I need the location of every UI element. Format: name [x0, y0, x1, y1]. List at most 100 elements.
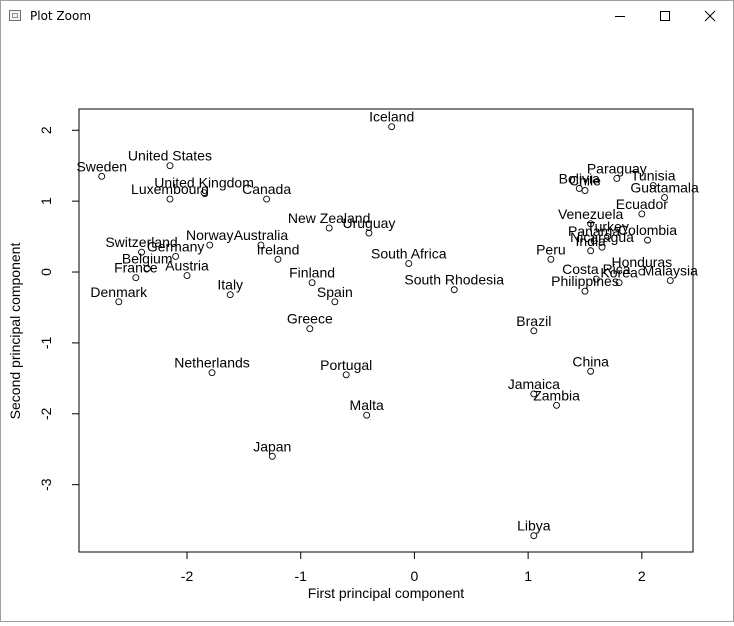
data-point: [450, 286, 458, 294]
point-label: Libya: [517, 518, 551, 534]
data-point: [530, 327, 538, 335]
point-label: Venezuela: [558, 206, 624, 222]
data-point: [166, 195, 174, 203]
data-point: [638, 210, 646, 218]
point-label: Belgium: [122, 250, 173, 266]
x-tick-label: -2: [181, 568, 194, 584]
x-tick-label: 2: [638, 568, 646, 584]
data-point: [172, 252, 180, 260]
point-label: South Africa: [371, 246, 447, 262]
point-label: Germany: [147, 238, 205, 254]
data-point: [325, 224, 333, 232]
point-label: Luxembourg: [131, 181, 209, 197]
point-label: Peru: [536, 241, 566, 257]
data-point: [138, 248, 145, 256]
point-label: Sweden: [76, 158, 127, 174]
point-label: United Kingdom: [154, 175, 254, 191]
maximize-button[interactable]: [642, 1, 688, 31]
point-label: Guatamala: [630, 180, 699, 196]
y-tick-label: 1: [38, 197, 54, 205]
point-label: Colombia: [618, 222, 677, 238]
x-axis-label: First principal component: [308, 585, 465, 601]
point-label: Malta: [350, 397, 384, 413]
point-label: South Rhodesia: [404, 272, 504, 288]
y-tick-label: -3: [38, 478, 54, 491]
y-tick-label: 2: [38, 126, 54, 134]
point-label: Korea: [600, 265, 638, 281]
data-point: [638, 268, 646, 276]
point-label: Uruguay: [342, 215, 395, 231]
data-point: [257, 241, 265, 249]
point-label: Jamaica: [508, 376, 560, 392]
y-tick-label: -1: [38, 336, 54, 349]
data-point: [587, 220, 595, 228]
point-label: Austria: [165, 258, 209, 274]
close-button[interactable]: [687, 1, 733, 31]
y-axis: 2 1 0 -1 -2 -3: [38, 126, 80, 491]
x-tick-label: 1: [524, 568, 532, 584]
point-label: Malaysia: [643, 263, 698, 279]
point-label: Greece: [287, 311, 333, 327]
data-point: [587, 367, 595, 375]
data-point: [575, 184, 583, 192]
point-label: Nicaragua: [570, 229, 634, 245]
point-label: Philippines: [551, 273, 619, 289]
point-label: Turkey: [587, 219, 629, 235]
data-point: [405, 260, 413, 267]
data-point: [98, 172, 106, 180]
data-point: [666, 277, 674, 284]
data-point: [132, 274, 140, 282]
point-label: Norway: [186, 227, 233, 243]
data-point: [592, 275, 600, 283]
data-point: [365, 229, 373, 237]
maximize-icon: [660, 11, 670, 21]
minimize-button[interactable]: [597, 1, 643, 31]
point-label: Honduras: [611, 254, 672, 270]
y-axis-label: Second principal component: [7, 243, 23, 420]
title-bar[interactable]: Plot Zoom: [1, 1, 733, 31]
data-point: [613, 175, 621, 182]
close-icon: [704, 10, 716, 22]
data-point: [342, 371, 350, 379]
data-point: [388, 123, 396, 131]
point-label: Finland: [289, 265, 335, 281]
point-label: Switzerland: [105, 234, 177, 250]
data-point: [115, 298, 123, 306]
data-point: [530, 390, 538, 398]
point-label: India: [575, 233, 606, 249]
data-point: [644, 236, 651, 244]
data-point: [208, 369, 216, 377]
point-label: Panama: [568, 223, 620, 239]
point-label: Paraguay: [587, 160, 647, 176]
point-label: Australia: [234, 227, 289, 243]
point-label: Tunisia: [631, 168, 676, 184]
data-point: [661, 194, 669, 202]
data-point: [553, 401, 561, 409]
plot-area: -2 -1 0 1 2 2 1 0 -1 -2 -3 Iceland Sweden United St…: [1, 31, 733, 621]
window-title: Plot Zoom: [30, 9, 92, 23]
point-label: Brazil: [516, 313, 551, 329]
data-point: [615, 279, 623, 287]
data-point: [143, 265, 151, 272]
point-label: Japan: [253, 438, 291, 454]
point-label: Ireland: [257, 241, 300, 257]
point-label: United States: [128, 148, 212, 164]
point-label: Netherlands: [174, 355, 250, 371]
point-label: Ecuador: [616, 196, 668, 212]
minimize-icon: [615, 16, 625, 17]
point-label: Spain: [317, 284, 353, 300]
data-point: [581, 287, 589, 295]
point-label: New Zealand: [288, 210, 371, 226]
data-point: [166, 162, 174, 170]
point-label: Chile: [569, 173, 601, 189]
data-point: [308, 279, 316, 287]
x-tick-label: 0: [411, 568, 419, 584]
app-window-icon: [9, 10, 21, 21]
data-point: [306, 325, 314, 333]
data-point: [183, 272, 191, 280]
point-label: Canada: [242, 181, 291, 197]
point-label: Denmark: [90, 284, 148, 300]
data-point: [331, 298, 339, 306]
